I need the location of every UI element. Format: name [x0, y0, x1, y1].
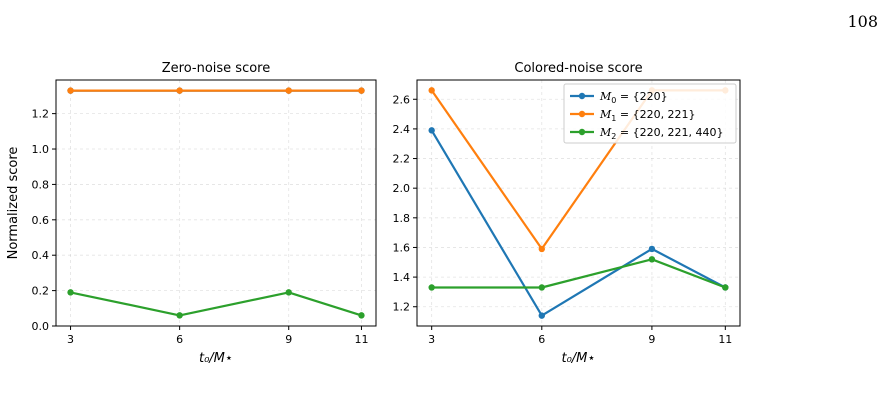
- y-tick-label: 1.4: [393, 271, 411, 284]
- y-tick-label: 0.0: [32, 320, 50, 333]
- data-point-M2: [648, 256, 656, 263]
- y-tick-label: 0.8: [32, 178, 50, 191]
- plot-frame: [416, 79, 741, 327]
- legend-marker-M1: [578, 110, 586, 118]
- y-tick-label: 1.2: [393, 301, 411, 314]
- legend-frame: [563, 83, 737, 144]
- x-tick-label: 9: [648, 333, 655, 346]
- chart-title: Colored-noise score: [514, 61, 642, 76]
- series-line-M2: [431, 258, 726, 289]
- data-point-M2: [176, 312, 183, 319]
- y-tick-label: 1.8: [393, 212, 411, 225]
- y-tick-label: 1.2: [32, 108, 50, 121]
- y-tick-label: 2.6: [393, 93, 411, 106]
- data-point-M1: [285, 87, 292, 94]
- data-point-M0: [648, 245, 656, 253]
- data-point-M2: [67, 289, 74, 296]
- data-point-M0: [428, 127, 435, 134]
- x-tick-label: 9: [285, 333, 292, 346]
- legend-label-M2: M2 = {220, 221, 440}: [599, 126, 724, 141]
- y-tick-label: 0.4: [32, 249, 50, 262]
- data-point-M2: [285, 289, 292, 296]
- x-tick-label: 3: [67, 333, 74, 346]
- x-axis-label: t₀/M⋆: [561, 351, 595, 366]
- series-line-M0: [430, 129, 726, 317]
- data-point-M2: [538, 284, 545, 291]
- chart-title: Zero-noise score: [162, 61, 271, 76]
- x-tick-label: 3: [428, 333, 435, 346]
- series-line-M2: [70, 291, 362, 317]
- x-tick-label: 6: [176, 333, 183, 346]
- data-point-M1: [358, 87, 365, 94]
- data-point-M2: [722, 284, 729, 291]
- data-point-M2: [428, 284, 435, 291]
- legend-label-M0: M0 = {220}: [599, 90, 668, 105]
- x-tick-label: 11: [354, 333, 368, 346]
- x-tick-label: 6: [538, 333, 545, 346]
- page-number: 108: [847, 12, 878, 31]
- y-tick-label: 0.6: [32, 214, 50, 227]
- data-point-M1: [176, 87, 183, 94]
- zero-noise-chart: 0.0 0.2 0.4 0.6 0.8 1.0 1.2 3 6 9 11 Zero-noise sco…: [6, 61, 377, 366]
- plot-frame: [55, 79, 377, 327]
- data-point-M1: [67, 87, 74, 94]
- data-point-M1: [428, 87, 435, 94]
- y-tick-label: 2.0: [393, 182, 411, 195]
- data-point-M2: [358, 312, 365, 319]
- y-tick-label: 2.4: [393, 123, 411, 136]
- data-point-M0: [538, 312, 545, 319]
- y-tick-label: 0.2: [32, 285, 50, 298]
- legend-marker-M0: [578, 92, 586, 100]
- x-tick-label: 11: [718, 333, 732, 346]
- y-tick-label: 2.2: [393, 153, 411, 166]
- legend-marker-M2: [578, 128, 586, 136]
- y-tick-label: 1.6: [393, 241, 411, 254]
- colored-noise-chart: 1.2 1.4 1.6 1.8 2.0 2.2 2.4 2.6 3 6 9 11 Colored-noi…: [393, 61, 741, 366]
- data-point-M1: [538, 245, 545, 253]
- legend: M0 = {220} M1 = {220, 221} M2 = {220, 221,…: [563, 83, 737, 144]
- y-axis-label: Normalized score: [6, 147, 21, 260]
- y-tick-label: 1.0: [32, 143, 50, 156]
- legend-label-M1: M1 = {220, 221}: [599, 108, 696, 123]
- x-axis-label: t₀/M⋆: [199, 351, 233, 366]
